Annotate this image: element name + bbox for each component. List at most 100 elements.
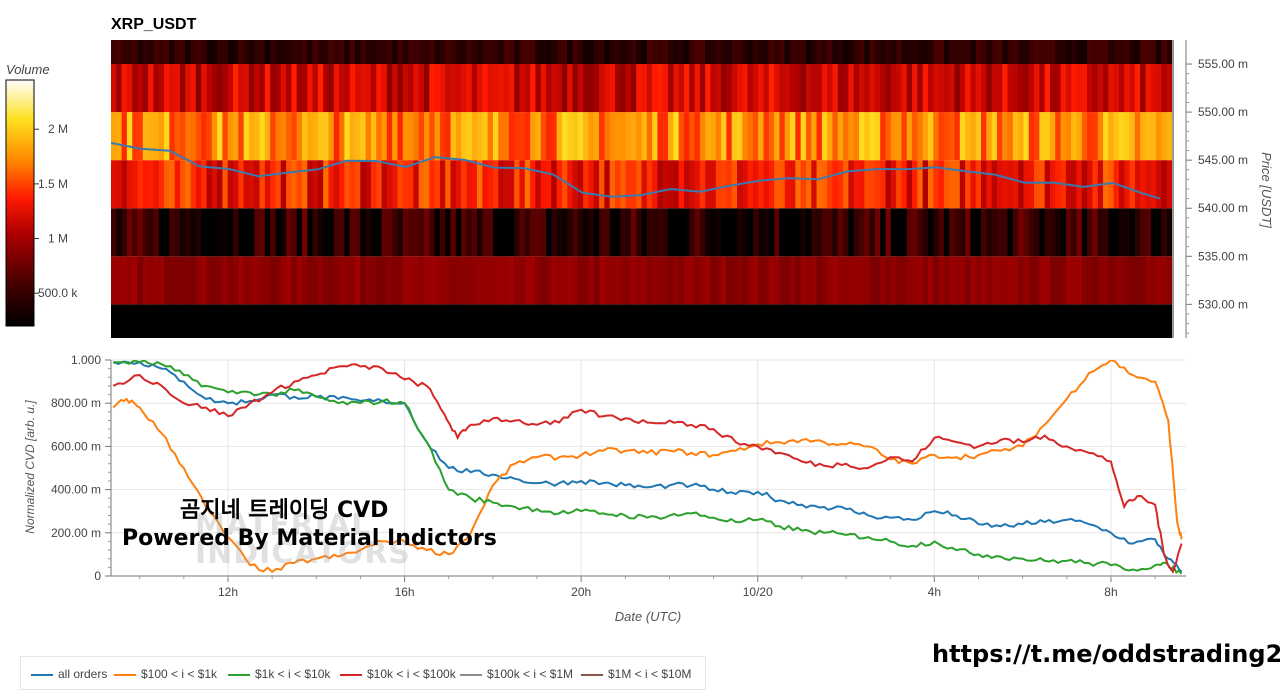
heatmap-cell	[699, 40, 706, 65]
heatmap-cell	[142, 304, 149, 338]
heatmap-cell	[121, 208, 128, 257]
heatmap-cell	[965, 64, 971, 113]
heatmap-cell	[927, 112, 934, 161]
heatmap-cell	[705, 208, 712, 257]
heatmap-cell	[307, 112, 314, 161]
heatmap-cell	[949, 208, 956, 257]
heatmap-cell	[758, 256, 765, 305]
heatmap-cell	[922, 208, 929, 257]
heatmap-cell	[699, 256, 706, 305]
heatmap-cell	[1145, 64, 1152, 113]
legend-item[interactable]: $100 < i < $1k	[141, 667, 218, 681]
legend-item[interactable]: $100k < i < $1M	[487, 667, 574, 681]
heatmap-cell	[731, 208, 738, 257]
legend-item[interactable]: all orders	[58, 667, 108, 681]
heatmap-cell	[264, 208, 271, 257]
heatmap-cell	[312, 256, 319, 305]
heatmap-cell	[694, 160, 701, 209]
heatmap-cell	[551, 112, 558, 161]
heatmap-cell	[275, 40, 282, 65]
heatmap-cell	[355, 208, 361, 257]
heatmap-cell	[625, 208, 632, 257]
heatmap-cell	[699, 160, 706, 209]
heatmap-cell	[683, 40, 690, 65]
heatmap-cell	[508, 64, 515, 113]
legend-item[interactable]: $1M < i < $10M	[608, 667, 692, 681]
heatmap-cell	[795, 256, 802, 305]
heatmap-cell	[227, 64, 234, 113]
heatmap-cell	[816, 208, 823, 257]
heatmap-cell	[360, 112, 367, 161]
heatmap-cell	[1002, 160, 1009, 209]
heatmap-cell	[949, 160, 956, 209]
heatmap-cell	[1118, 112, 1125, 161]
heatmap-cell	[975, 160, 982, 209]
heatmap-cell	[721, 40, 727, 65]
heatmap-cell	[1018, 208, 1025, 257]
heatmap-cell	[848, 160, 855, 209]
heatmap-cell	[408, 208, 414, 257]
heatmap-cell	[832, 40, 839, 65]
heatmap-cell	[604, 40, 611, 65]
heatmap-cell	[885, 256, 892, 305]
heatmap-cell	[1087, 256, 1094, 305]
heatmap-cell	[195, 304, 202, 338]
heatmap-cell	[832, 160, 839, 209]
heatmap-cell	[1049, 256, 1056, 305]
heatmap-cell	[843, 208, 849, 257]
heatmap-cell	[683, 64, 690, 113]
heatmap-cell	[678, 208, 685, 257]
heatmap-cell	[397, 208, 404, 257]
heatmap-cell	[641, 40, 648, 65]
heatmap-cell	[264, 64, 271, 113]
heatmap-cell	[599, 304, 605, 338]
heatmap-cell	[657, 40, 664, 65]
heatmap-cell	[153, 112, 160, 161]
heatmap-cell	[164, 304, 170, 338]
heatmap-cell	[1161, 304, 1168, 338]
heatmap-cell	[938, 112, 945, 161]
heatmap-cell	[556, 112, 563, 161]
heatmap-cell	[1012, 160, 1019, 209]
heatmap-cell	[169, 256, 176, 305]
heatmap-cell	[264, 304, 271, 338]
heatmap-cell	[211, 64, 218, 113]
heatmap-cell	[954, 112, 961, 161]
heatmap-cell	[1055, 256, 1062, 305]
heatmap-cell	[248, 64, 255, 113]
heatmap-cell	[524, 160, 531, 209]
heatmap-cell	[370, 160, 377, 209]
heatmap-cell	[445, 208, 452, 257]
heatmap-cell	[185, 208, 192, 257]
heatmap-cell	[996, 256, 1003, 305]
heatmap-cell	[811, 304, 818, 338]
heatmap-cell	[1161, 40, 1168, 65]
heatmap-cell	[121, 112, 128, 161]
heatmap-cell	[604, 304, 611, 338]
heatmap-cell	[286, 256, 292, 305]
heatmap-cell	[503, 112, 510, 161]
heatmap-cell	[492, 40, 499, 65]
heatmap-cell	[424, 112, 430, 161]
heatmap-cell	[546, 160, 552, 209]
heatmap-cell	[498, 304, 505, 338]
heatmap-cell	[699, 304, 706, 338]
heatmap-cell	[1150, 40, 1157, 65]
telegram-link[interactable]: https://t.me/oddstrading2	[932, 640, 1280, 668]
legend-item[interactable]: $1k < i < $10k	[255, 667, 331, 681]
heatmap-cell	[954, 256, 961, 305]
heatmap-cell	[455, 160, 462, 209]
heatmap-cell	[641, 208, 648, 257]
heatmap-cell	[524, 64, 531, 113]
heatmap-cell	[217, 256, 223, 305]
heatmap-cell	[805, 256, 812, 305]
heatmap-cell	[1087, 208, 1094, 257]
heatmap-cell	[195, 64, 202, 113]
heatmap-cell	[1034, 112, 1040, 161]
heatmap-cell	[333, 64, 340, 113]
heatmap-cell	[238, 40, 245, 65]
heatmap-cell	[922, 304, 929, 338]
legend-item[interactable]: $10k < i < $100k	[367, 667, 456, 681]
heatmap-cell	[514, 112, 521, 161]
heatmap-cell	[413, 64, 420, 113]
